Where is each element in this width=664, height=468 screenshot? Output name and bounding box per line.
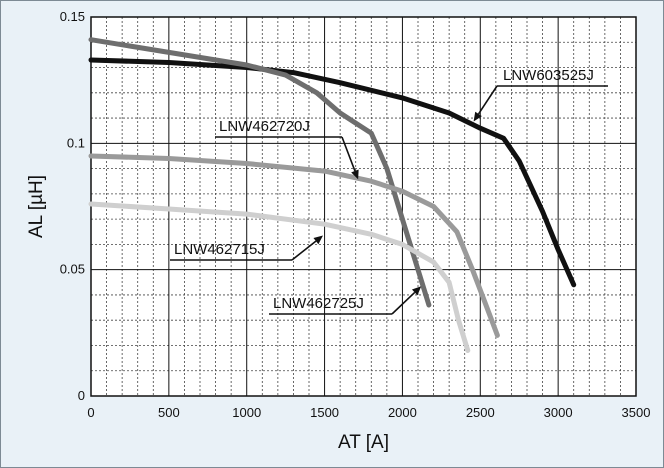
y-tick-label: 0.15 bbox=[60, 9, 85, 24]
series-line-lnw462715j bbox=[88, 201, 471, 353]
minor-gridlines bbox=[91, 17, 636, 396]
x-tick-label: 2000 bbox=[388, 405, 417, 420]
x-tick-label: 0 bbox=[87, 405, 94, 420]
series-line-lnw462720j bbox=[88, 37, 432, 308]
x-tick-label: 3500 bbox=[622, 405, 651, 420]
x-tick-label: 1500 bbox=[310, 405, 339, 420]
series-line-lnw462725j bbox=[88, 153, 500, 338]
series-labels: LNW603525J LNW462720J LNW462715J LNW462725J bbox=[170, 67, 608, 315]
leader-line-lnw462720j bbox=[341, 136, 356, 172]
series-label-lnw462715j: LNW462715J bbox=[174, 241, 265, 258]
plot-area bbox=[91, 17, 636, 396]
series-label-lnw462720j: LNW462720J bbox=[219, 118, 310, 135]
series-label-lnw462725j: LNW462725J bbox=[273, 295, 364, 312]
leader-arrow-lnw603525j bbox=[473, 111, 482, 122]
leader-arrow-lnw462720j bbox=[351, 169, 359, 180]
y-tick-label: 0.05 bbox=[60, 262, 85, 277]
series-label-lnw603525j: LNW603525J bbox=[503, 67, 594, 84]
x-tick-label: 2500 bbox=[466, 405, 495, 420]
leader-line-lnw462725j bbox=[391, 291, 416, 315]
leader-line-lnw462715j bbox=[291, 240, 317, 261]
x-tick-labels: 0 500 1000 1500 2000 2500 3000 3500 bbox=[87, 405, 650, 420]
y-tick-label: 0 bbox=[78, 388, 85, 403]
leader-arrow-lnw462715j bbox=[313, 235, 324, 245]
leader-line-lnw603525j bbox=[477, 85, 498, 115]
x-axis-label: AT [A] bbox=[338, 432, 389, 453]
y-axis-label: AL [µH] bbox=[26, 175, 47, 238]
x-tick-label: 3000 bbox=[544, 405, 573, 420]
y-tick-label: 0.1 bbox=[67, 135, 85, 150]
y-tick-labels: 0 0.05 0.1 0.15 bbox=[60, 9, 85, 403]
leader-arrow-lnw462725j bbox=[411, 286, 422, 296]
x-tick-label: 1000 bbox=[232, 405, 261, 420]
series-lines bbox=[88, 37, 577, 353]
x-tick-label: 500 bbox=[158, 405, 180, 420]
